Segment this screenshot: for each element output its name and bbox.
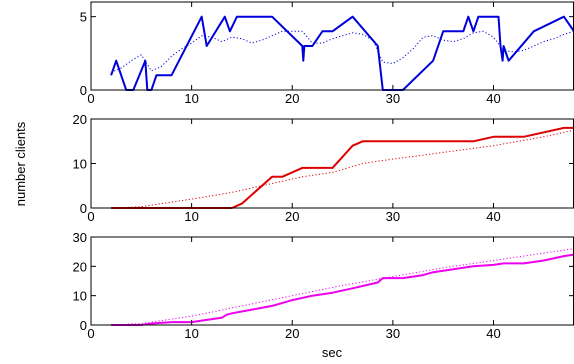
panel-3: 0 10 20 30 0 10 20 30 40: [73, 230, 574, 341]
y-tick-label: 0: [80, 318, 87, 333]
y-axis-label: number clients: [13, 121, 28, 206]
panel-2: 0 10 20 0 10 20 30 40: [73, 112, 574, 224]
y-tick-label: 20: [73, 112, 87, 127]
y-tick-label: 20: [73, 259, 87, 274]
y-tick-label: 5: [80, 10, 87, 25]
panel-1-series-expected-line: [110, 30, 574, 73]
y-tick-label: 10: [73, 289, 87, 304]
x-tick-label: 10: [184, 91, 198, 106]
x-tick-label: 30: [386, 209, 400, 224]
x-axis-label: sec: [322, 345, 343, 360]
panel-1: 0 5 0 10 20 30 40: [80, 1, 574, 106]
x-tick-label: 10: [184, 326, 198, 341]
x-tick-label: 40: [486, 326, 500, 341]
x-tick-label: 30: [386, 91, 400, 106]
x-tick-label: 0: [87, 326, 94, 341]
y-tick-label: 0: [80, 201, 87, 216]
x-tick-label: 40: [486, 209, 500, 224]
panel-1-series-actual-line: [110, 15, 574, 91]
panel-2-axes-frame: [90, 118, 574, 209]
panel-3-series-expected-line: [111, 248, 574, 326]
x-tick-label: 10: [184, 209, 198, 224]
x-tick-label: 0: [87, 91, 94, 106]
panel-3-series-actual-line: [111, 253, 574, 326]
x-tick-label: 20: [285, 326, 299, 341]
x-tick-label: 0: [87, 209, 94, 224]
x-tick-label: 20: [285, 91, 299, 106]
y-tick-label: 10: [73, 157, 87, 172]
y-tick-label: 0: [80, 83, 87, 98]
x-tick-label: 20: [285, 209, 299, 224]
y-tick-label: 30: [73, 230, 87, 245]
x-tick-label: 30: [386, 326, 400, 341]
panel-3-axes-frame: [90, 236, 574, 326]
panel-2-series-actual-line: [111, 126, 574, 209]
x-tick-label: 40: [486, 91, 500, 106]
panel-2-series-expected-line: [111, 129, 574, 209]
